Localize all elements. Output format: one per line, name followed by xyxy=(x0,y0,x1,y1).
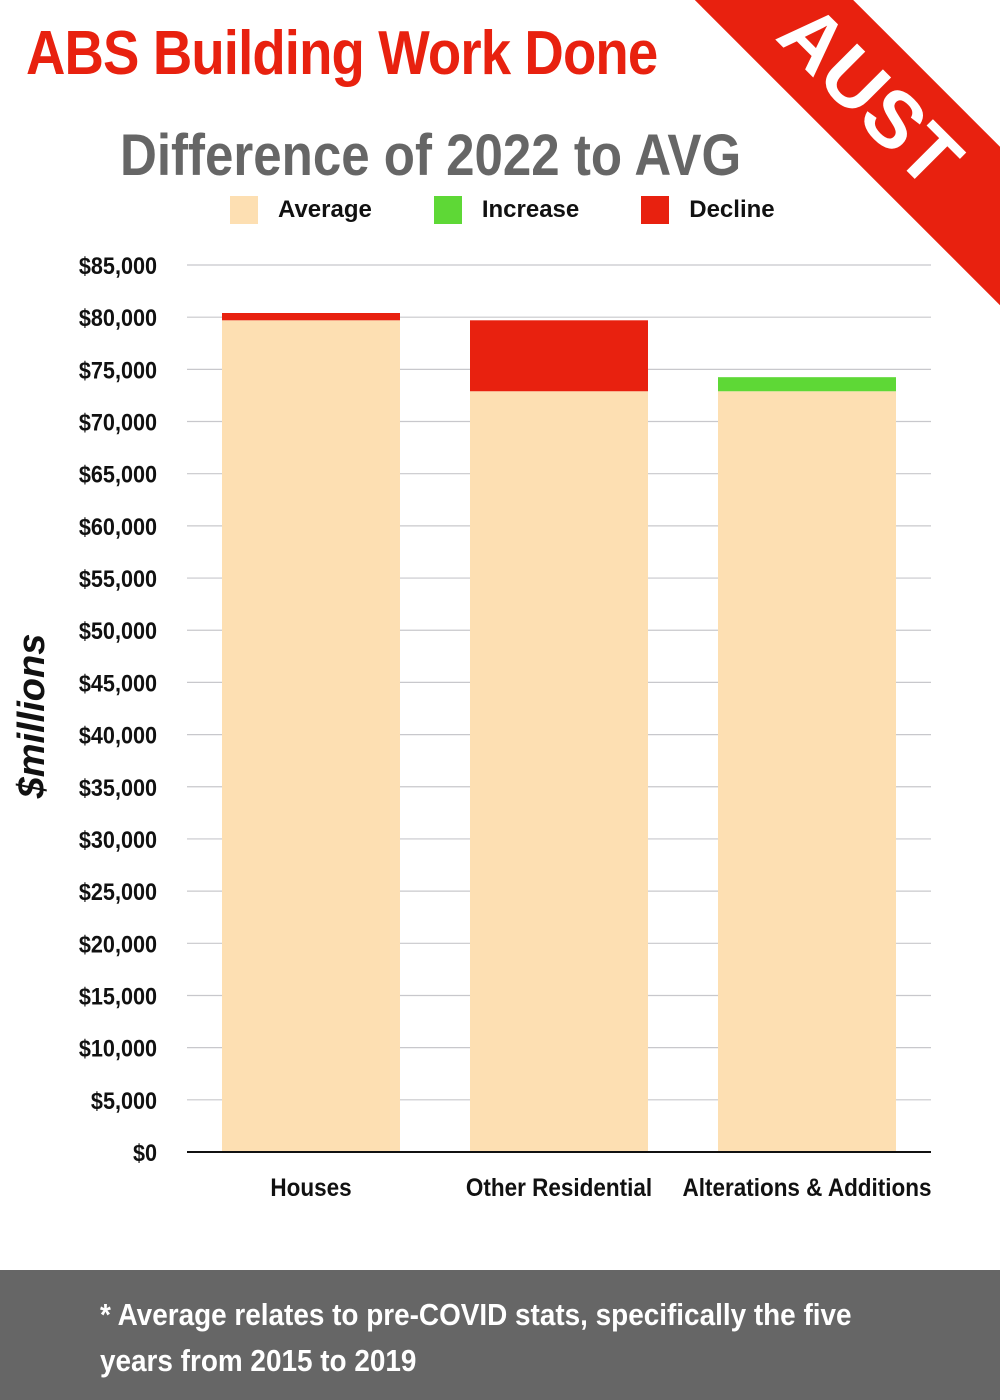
legend-swatch-increase xyxy=(433,196,462,224)
y-tick-label: $0 xyxy=(133,1139,157,1166)
y-tick-label: $50,000 xyxy=(79,617,157,644)
y-tick-label: $30,000 xyxy=(79,826,157,853)
bar-increase xyxy=(718,377,896,392)
bar-average xyxy=(718,391,896,1152)
y-tick-label: $65,000 xyxy=(79,461,157,488)
legend-increase: Increase xyxy=(433,196,580,224)
y-tick-label: $10,000 xyxy=(79,1035,157,1062)
legend-decline: Decline xyxy=(641,196,775,224)
bar-average xyxy=(470,391,648,1152)
y-tick-label: $80,000 xyxy=(79,304,157,331)
legend-label: Increase xyxy=(481,196,580,223)
x-tick-label: Other Residential xyxy=(466,1174,652,1202)
footnote-text: * Average relates to pre-COVID stats, sp… xyxy=(100,1297,852,1378)
x-tick-label: Houses xyxy=(270,1174,351,1202)
y-tick-label: $70,000 xyxy=(79,408,157,435)
legend-swatch-decline xyxy=(641,196,670,224)
y-tick-label: $20,000 xyxy=(79,930,157,957)
legend-label: Average xyxy=(278,196,372,223)
legend: Average Increase Decline xyxy=(230,196,837,224)
chart-area: $millions $0 $5,000 $10,000 $15,000 $20,000 $… xyxy=(11,252,932,1202)
y-tick-label: $85,000 xyxy=(79,252,157,279)
chart-subtitle: Difference of 2022 to AVG xyxy=(120,123,742,188)
bar-decline xyxy=(470,320,648,392)
y-tick-label: $25,000 xyxy=(79,878,157,905)
legend-label: Decline xyxy=(689,196,775,223)
y-tick-label: $5,000 xyxy=(91,1087,157,1114)
y-tick-label: $35,000 xyxy=(79,774,157,801)
y-tick-label: $15,000 xyxy=(79,982,157,1009)
bar-decline xyxy=(222,313,400,321)
legend-swatch-average xyxy=(230,196,258,224)
y-tick-label: $60,000 xyxy=(79,513,157,540)
y-tick-label: $40,000 xyxy=(79,722,157,749)
y-tick-label: $55,000 xyxy=(79,565,157,592)
y-tick-label: $75,000 xyxy=(79,356,157,383)
x-tick-label: Alterations & Additions xyxy=(683,1174,932,1202)
footnote-band: * Average relates to pre-COVID stats, sp… xyxy=(0,1270,1000,1400)
chart-title: ABS Building Work Done xyxy=(26,19,658,88)
y-tick-label: $45,000 xyxy=(79,669,157,696)
legend-average: Average xyxy=(230,196,372,224)
bar-average xyxy=(222,320,400,1152)
y-axis-label: $millions xyxy=(11,634,53,800)
